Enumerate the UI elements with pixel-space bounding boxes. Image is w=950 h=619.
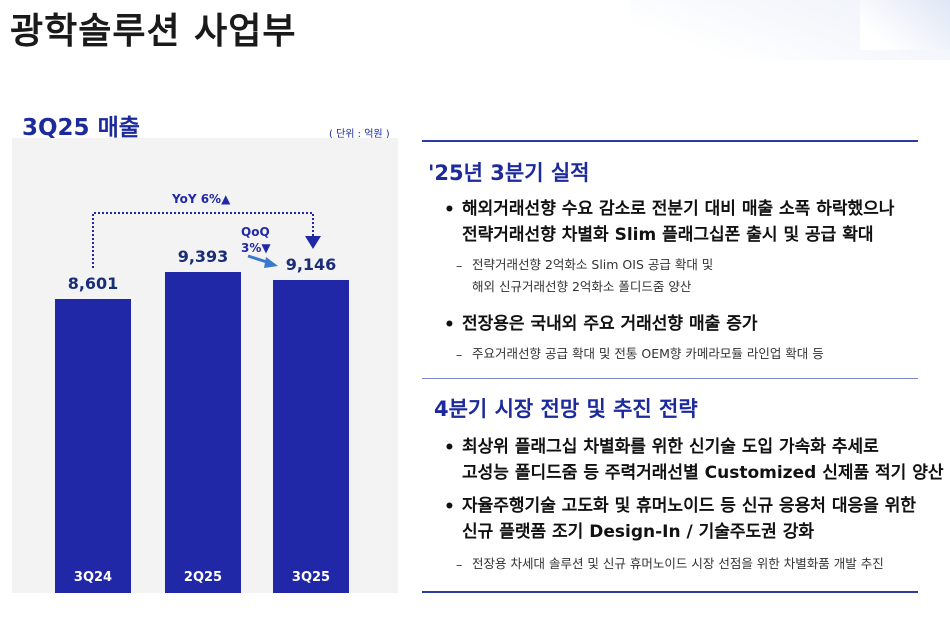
outlook-sub-1: 전장용 차세대 솔루션 및 신규 휴머노이드 시장 선점을 위한 차별화품 개발… [472, 553, 884, 575]
category-label: 3Q25 [291, 570, 331, 585]
bar-2Q25 [165, 271, 241, 593]
qoq-arrowhead [264, 257, 278, 268]
bullet-marker: • [444, 497, 455, 517]
yoy-label: YoY 6%▲ [172, 192, 231, 206]
bar-value-label: 9,393 [177, 246, 229, 266]
outlook-heading: 4분기 시장 전망 및 추진 전략 [434, 397, 698, 421]
chart-title: 3Q25 매출 [22, 115, 140, 141]
section-divider-middle [422, 378, 918, 379]
qoq-label: QoQ 3%▼ [241, 224, 271, 256]
outlook-bullet-1: 최상위 플래그십 차별화를 위한 신기술 도입 가속화 추세로 고성능 폴디드줌… [462, 434, 944, 486]
yoy-connector [92, 212, 314, 268]
outlook-bullet-2-line-1: 자율주행기술 고도화 및 휴머노이드 등 신규 응용처 대응을 위한 [462, 496, 916, 516]
outlook-sub-1-line-1: 전장용 차세대 솔루션 및 신규 휴머노이드 시장 선점을 위한 차별화품 개발… [472, 556, 884, 571]
outlook-bullet-2: 자율주행기술 고도화 및 휴머노이드 등 신규 응용처 대응을 위한 신규 플랫… [462, 493, 916, 545]
results-sub-1-line-1: 전략거래선향 2억화소 Slim OIS 공급 확대 및 [472, 257, 714, 272]
outlook-bullet-1-line-2: 고성능 폴디드줌 등 주력거래선별 Customized 신제품 적기 양산 [462, 463, 944, 483]
results-sub-1-line-2: 해외 신규거래선향 2억화소 폴디드줌 양산 [472, 279, 692, 294]
results-sub-2: 주요거래선향 공급 확대 및 전통 OEM향 카메라모듈 라인업 확대 등 [472, 343, 824, 365]
outlook-bullet-1-line-1: 최상위 플래그십 차별화를 위한 신기술 도입 가속화 추세로 [462, 437, 879, 457]
qoq-label-line1: QoQ [241, 225, 270, 239]
results-bullet-1-line-2: 전략거래선향 차별화 Slim 플래그십폰 출시 및 공급 확대 [462, 225, 874, 245]
results-bullet-2-line-1: 전장용은 국내외 주요 거래선향 매출 증가 [462, 314, 758, 334]
results-sub-2-line-1: 주요거래선향 공급 확대 및 전통 OEM향 카메라모듈 라인업 확대 등 [472, 346, 824, 361]
results-bullet-2: 전장용은 국내외 주요 거래선향 매출 증가 [462, 311, 757, 337]
category-label: 2Q25 [183, 570, 223, 585]
sub-dash: – [456, 258, 463, 273]
sub-dash: – [456, 557, 463, 572]
outlook-bullet-2-line-2: 신규 플랫폼 조기 Design-In / 기술주도권 강화 [462, 522, 815, 542]
results-bullet-1-line-1: 해외거래선향 수요 감소로 전분기 대비 매출 소폭 하락했으나 [462, 199, 895, 219]
results-bullet-1: 해외거래선향 수요 감소로 전분기 대비 매출 소폭 하락했으나 전략거래선향 … [462, 196, 894, 248]
bullet-marker: • [444, 315, 455, 335]
bar-3Q24 [55, 299, 131, 593]
section-divider-top [422, 140, 918, 142]
results-heading: '25년 3분기 실적 [428, 161, 590, 185]
section-divider-bottom [422, 591, 918, 593]
bar-value-label: 8,601 [67, 274, 119, 293]
chart-unit-note: ( 단위 : 억원 ) [329, 129, 390, 140]
sub-dash: – [456, 347, 463, 362]
bullet-marker: • [444, 438, 455, 458]
qoq-label-line2: 3%▼ [241, 241, 271, 255]
yoy-arrowhead [305, 236, 321, 249]
bar-3Q25 [273, 280, 349, 593]
category-label: 3Q24 [73, 570, 113, 585]
bullet-marker: • [444, 200, 455, 220]
bar-value-label: 9,146 [285, 255, 337, 275]
results-sub-1: 전략거래선향 2억화소 Slim OIS 공급 확대 및 해외 신규거래선향 2… [472, 254, 713, 298]
header-decoration-corner [860, 0, 950, 50]
page-title: 광학솔루션 사업부 [10, 11, 297, 52]
